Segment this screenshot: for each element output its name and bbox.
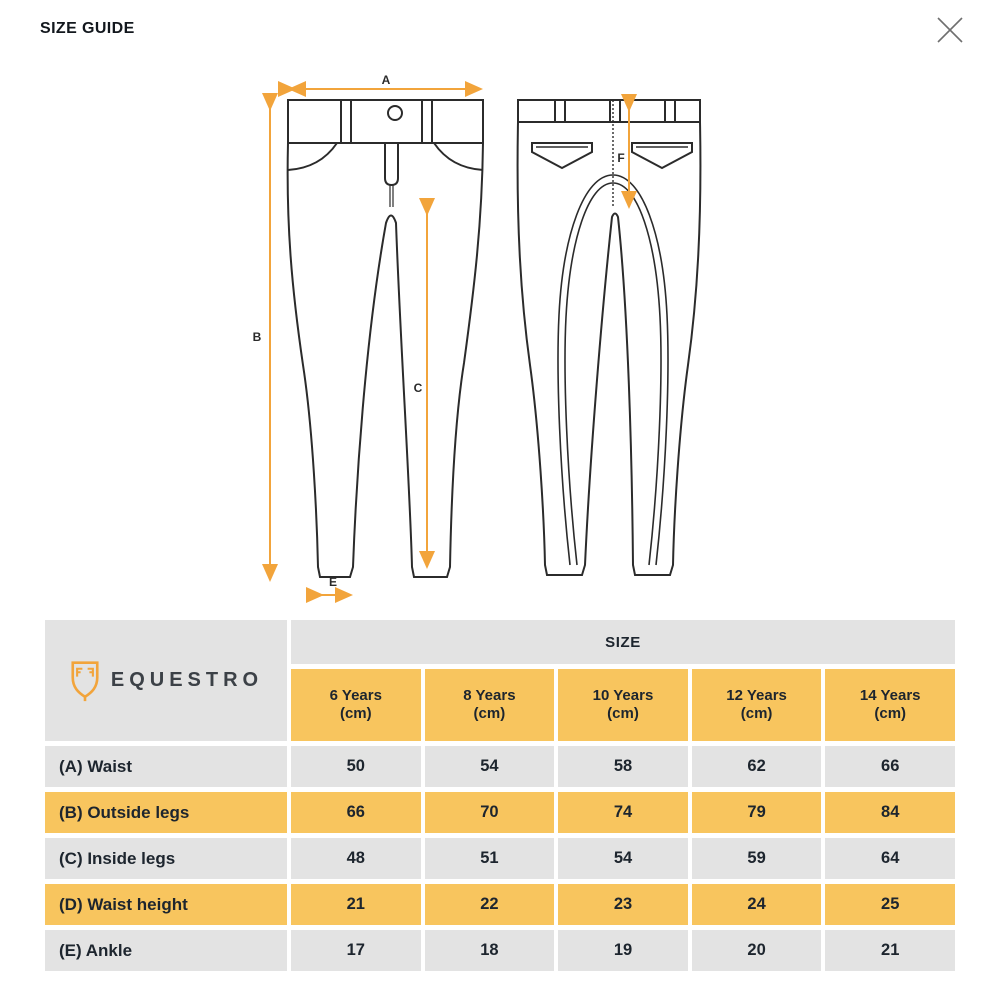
- label-b: B: [253, 330, 262, 344]
- button-detail: [387, 105, 403, 121]
- brand-logo: EQUESTRO: [45, 620, 287, 741]
- table-cell: 54: [558, 838, 688, 879]
- table-cell: 58: [558, 746, 688, 787]
- column-header-6-years: 6 Years (cm): [291, 669, 421, 741]
- pants-diagram: A B C E F: [253, 75, 702, 603]
- table-cell: 79: [691, 792, 822, 833]
- size-header: SIZE: [291, 620, 955, 664]
- table-cell: 20: [691, 930, 822, 971]
- pants-front-view: [286, 99, 484, 578]
- label-a: A: [382, 75, 391, 87]
- table-cell: 21: [291, 884, 421, 925]
- table-cell: 48: [291, 838, 421, 879]
- pants-back-view: [516, 99, 702, 576]
- table-cell: 51: [424, 838, 555, 879]
- table-cell: 23: [558, 884, 688, 925]
- row-label-inside-legs: (C) Inside legs: [45, 838, 287, 879]
- row-label-waist-height: (D) Waist height: [45, 884, 287, 925]
- table-cell: 21: [825, 930, 955, 971]
- row-label-outside-legs: (B) Outside legs: [45, 792, 287, 833]
- table-cell: 17: [291, 930, 421, 971]
- table-cell: 54: [424, 746, 555, 787]
- table-cell: 19: [558, 930, 688, 971]
- size-table: EQUESTRO SIZE 6 Years (cm) 8 Years (cm) 10…: [45, 620, 955, 971]
- measurement-arrows: [262, 81, 637, 603]
- close-button[interactable]: [935, 15, 965, 45]
- label-c: C: [414, 381, 423, 395]
- table-cell: 66: [291, 792, 421, 833]
- column-header-12-years: 12 Years (cm): [691, 669, 822, 741]
- table-cell: 70: [424, 792, 555, 833]
- table-cell: 74: [558, 792, 688, 833]
- row-label-ankle: (E) Ankle: [45, 930, 287, 971]
- table-cell: 62: [691, 746, 822, 787]
- close-icon: [937, 17, 963, 43]
- column-header-10-years: 10 Years (cm): [558, 669, 688, 741]
- label-e: E: [329, 575, 337, 589]
- measurement-labels: A B C E F: [253, 75, 625, 589]
- table-cell: 22: [424, 884, 555, 925]
- label-f: F: [617, 151, 624, 165]
- equestro-shield-icon: [71, 660, 99, 701]
- table-cell: 66: [825, 746, 955, 787]
- table-cell: 64: [825, 838, 955, 879]
- table-cell: 84: [825, 792, 955, 833]
- table-cell: 59: [691, 838, 822, 879]
- row-label-waist: (A) Waist: [45, 746, 287, 787]
- column-header-14-years: 14 Years (cm): [825, 669, 955, 741]
- page-title: SIZE GUIDE: [40, 20, 135, 37]
- brand-name: EQUESTRO: [110, 669, 264, 691]
- table-cell: 18: [424, 930, 555, 971]
- table-cell: 25: [825, 884, 955, 925]
- table-cell: 50: [291, 746, 421, 787]
- table-cell: 24: [691, 884, 822, 925]
- column-header-8-years: 8 Years (cm): [424, 669, 555, 741]
